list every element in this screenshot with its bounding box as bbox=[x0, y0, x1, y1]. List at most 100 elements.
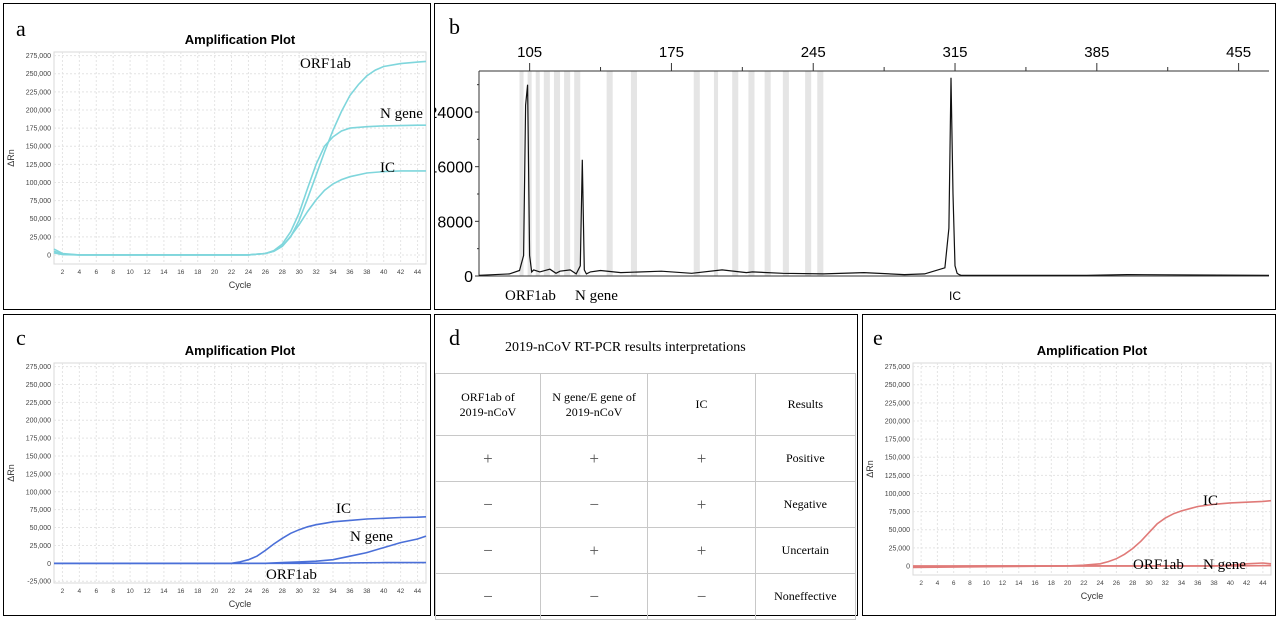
header-ic: IC bbox=[647, 373, 756, 436]
y-tick-label: 275,000 bbox=[26, 364, 51, 371]
top-tick-label: 245 bbox=[801, 44, 826, 61]
top-tick-label: 175 bbox=[659, 44, 684, 61]
y-tick-label: 200,000 bbox=[885, 418, 910, 425]
cell-orf1ab: − bbox=[435, 481, 541, 528]
x-tick-label: 18 bbox=[1048, 580, 1056, 587]
panel-b: b 105 175 245 315 385 455 24000 16000 8000 0 ORF1a… bbox=[434, 3, 1276, 310]
y-tick-label: 150,000 bbox=[885, 455, 910, 462]
series-line bbox=[53, 170, 426, 256]
cell-ic: + bbox=[647, 435, 756, 482]
x-tick-label: 20 bbox=[211, 588, 219, 595]
x-tick-label: 30 bbox=[296, 588, 304, 595]
y-tick-label: 25,000 bbox=[30, 234, 52, 241]
series-annotation: IC bbox=[336, 501, 351, 517]
y-tick-label: 175,000 bbox=[885, 437, 910, 444]
x-tick-label: 36 bbox=[346, 269, 354, 276]
bin-band bbox=[630, 71, 637, 276]
y-tick-label: 16000 bbox=[435, 160, 473, 177]
header-ic-text: IC bbox=[695, 397, 708, 411]
x-tick-label: 28 bbox=[1129, 580, 1137, 587]
cell-ic: + bbox=[647, 481, 756, 528]
bin-band bbox=[732, 71, 739, 276]
x-tick-label: 38 bbox=[1210, 580, 1218, 587]
series-annotation: N gene bbox=[380, 106, 423, 122]
y-tick-label: 200,000 bbox=[26, 418, 51, 425]
x-axis-label: Cycle bbox=[1081, 591, 1104, 601]
cell-orf1ab: + bbox=[435, 435, 541, 482]
y-tick-label: 225,000 bbox=[26, 400, 51, 407]
y-tick-label: 125,000 bbox=[885, 473, 910, 480]
series-line bbox=[54, 561, 426, 565]
y-tick-label: 24000 bbox=[435, 105, 473, 122]
cell-result: Noneffective bbox=[754, 573, 857, 620]
x-tick-label: 24 bbox=[245, 269, 253, 276]
x-tick-label: 14 bbox=[160, 588, 168, 595]
x-tick-label: 22 bbox=[228, 269, 236, 276]
top-tick-label: 385 bbox=[1084, 44, 1109, 61]
bin-band bbox=[553, 71, 561, 276]
peak-label-orf1ab: ORF1ab bbox=[505, 288, 556, 304]
amplification-plot-e: Amplification Plot275,000250,000225,0002… bbox=[865, 343, 1272, 601]
x-tick-label: 28 bbox=[279, 588, 287, 595]
y-tick-label: 225,000 bbox=[26, 89, 51, 96]
cell-result: Uncertain bbox=[754, 527, 857, 574]
y-tick-label: 150,000 bbox=[26, 454, 51, 461]
x-tick-label: 4 bbox=[78, 588, 82, 595]
x-tick-label: 20 bbox=[1064, 580, 1072, 587]
x-tick-label: 6 bbox=[94, 269, 98, 276]
top-tick-label: 455 bbox=[1226, 44, 1251, 61]
panel-a: a Amplification Plot 275,000 250,000 225,00… bbox=[3, 3, 431, 310]
table-row: − − + Negative bbox=[435, 481, 857, 528]
x-tick-label: 2 bbox=[61, 588, 65, 595]
cell-ngene: − bbox=[539, 573, 649, 620]
series-annotation: ORF1ab bbox=[1133, 557, 1184, 573]
y-tick-label: 275,000 bbox=[885, 364, 910, 371]
x-tick-label: 12 bbox=[143, 588, 151, 595]
y-tick-label: 50,000 bbox=[889, 527, 911, 534]
x-tick-label: 20 bbox=[211, 269, 219, 276]
cell-ic: − bbox=[647, 573, 756, 620]
bin-band bbox=[527, 71, 532, 276]
bin-band bbox=[713, 71, 719, 276]
panel-label: a bbox=[16, 16, 26, 41]
x-tick-label: 8 bbox=[111, 269, 115, 276]
y-tick-label: 0 bbox=[906, 563, 910, 570]
x-tick-label: 38 bbox=[363, 269, 371, 276]
x-tick-label: 36 bbox=[346, 588, 354, 595]
x-tick-label: 34 bbox=[329, 269, 337, 276]
cell-orf1ab: − bbox=[435, 527, 541, 574]
x-tick-label: 14 bbox=[1015, 580, 1023, 587]
x-tick-label: 34 bbox=[1178, 580, 1186, 587]
header-ngene-text: N gene/E gene of 2019-nCoV bbox=[552, 389, 636, 419]
y-tick-label: 0 bbox=[47, 252, 51, 259]
y-axis-label: ΔRn bbox=[6, 464, 16, 482]
chart-title: Amplification Plot bbox=[185, 343, 296, 358]
y-tick-label: 275,000 bbox=[26, 53, 51, 60]
x-tick-label: 14 bbox=[160, 269, 168, 276]
series-annotation: N gene bbox=[350, 529, 393, 545]
x-tick-label: 16 bbox=[177, 588, 185, 595]
bin-band bbox=[574, 71, 581, 276]
y-tick-label: 50,000 bbox=[30, 216, 52, 223]
x-tick-label: 34 bbox=[329, 588, 337, 595]
electropherogram-b: 105 175 245 315 385 455 24000 16000 8000 0 ORF1ab N… bbox=[435, 44, 1270, 304]
y-tick-label: 100,000 bbox=[885, 491, 910, 498]
x-tick-label: 16 bbox=[177, 269, 185, 276]
bin-band bbox=[543, 71, 550, 276]
panel-c: c Amplification Plot 275,000 250,000 225,00… bbox=[3, 314, 431, 616]
y-tick-label: 75,000 bbox=[30, 507, 52, 514]
x-tick-label: 40 bbox=[1227, 580, 1235, 587]
x-tick-label: 4 bbox=[936, 580, 940, 587]
y-tick-label: 100,000 bbox=[26, 180, 51, 187]
peak-label-ic: IC bbox=[949, 289, 961, 303]
x-tick-label: 22 bbox=[228, 588, 236, 595]
x-tick-label: 16 bbox=[1031, 580, 1039, 587]
cell-ngene: − bbox=[539, 481, 649, 528]
bin-band bbox=[782, 71, 789, 276]
plot-area bbox=[53, 362, 427, 584]
panel-e: e Amplification Plot 275,000 250,000 225,00… bbox=[862, 314, 1276, 616]
y-tick-label: -25,000 bbox=[27, 579, 51, 586]
x-tick-label: 38 bbox=[363, 588, 371, 595]
table-row: − + + Uncertain bbox=[435, 527, 857, 574]
x-axis-label: Cycle bbox=[229, 280, 252, 290]
